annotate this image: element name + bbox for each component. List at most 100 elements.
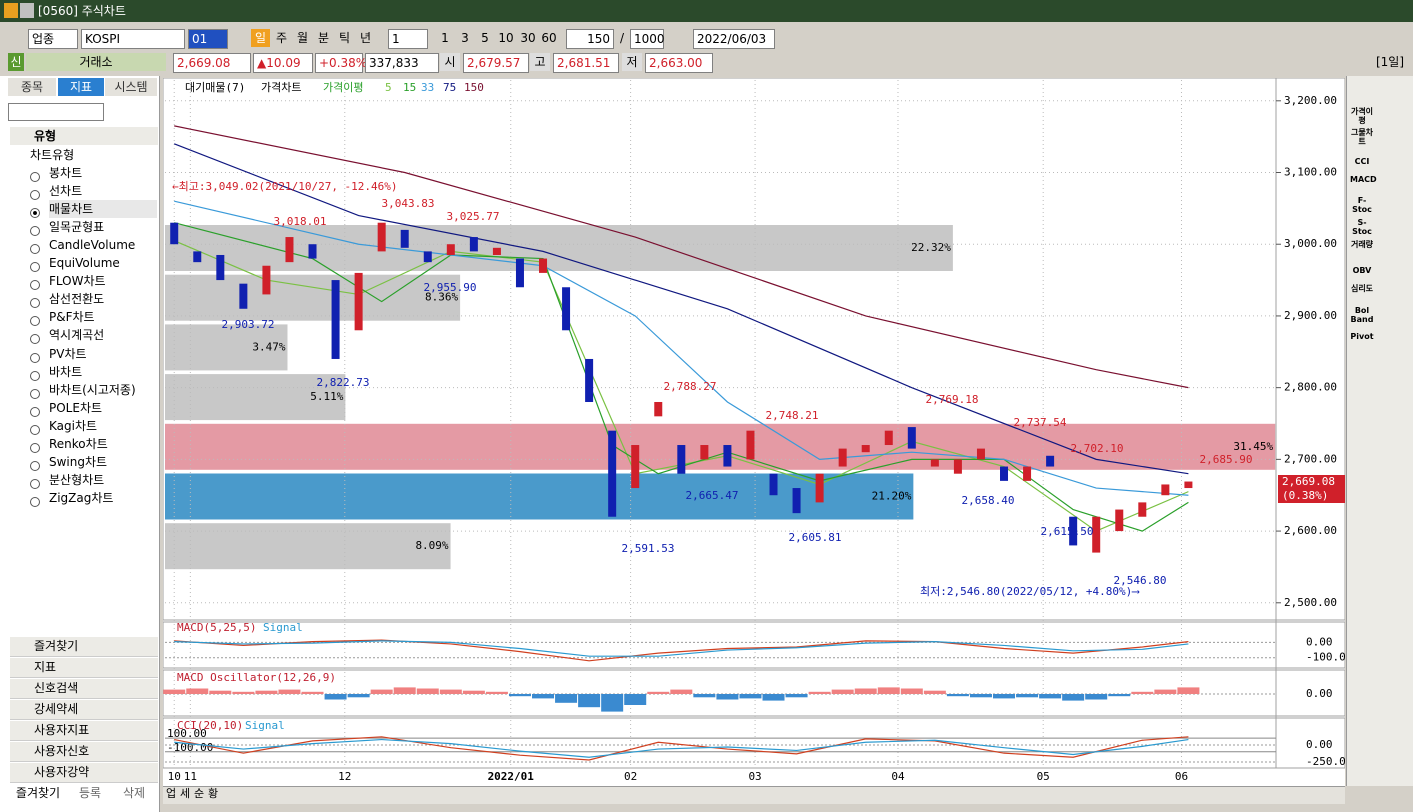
search-box[interactable] <box>8 103 104 121</box>
folder-item[interactable]: 즐겨찾기 <box>10 637 158 657</box>
date-select[interactable]: 2022/06/03 <box>693 29 775 49</box>
period-button[interactable]: 분 <box>317 31 330 45</box>
period-button[interactable]: 틱 <box>338 31 351 45</box>
chart-type-item[interactable]: POLE차트 <box>49 400 103 415</box>
folder-item[interactable]: 사용자신호 <box>10 742 158 762</box>
oscillator-bar <box>186 688 209 694</box>
bottom-button[interactable]: 황 <box>207 787 219 800</box>
chart-type-item[interactable]: 봉차트 <box>49 166 83 180</box>
folder-item[interactable]: 강세약세 <box>10 700 158 720</box>
bottom-button[interactable]: 순 <box>193 787 205 800</box>
folder-item[interactable]: 사용자강약 <box>10 763 158 783</box>
indicator-button[interactable]: Pivot <box>1350 332 1374 341</box>
bottom-tab[interactable]: 삭제 <box>122 786 146 800</box>
radio[interactable] <box>30 460 40 471</box>
chart-type-item[interactable]: PV차트 <box>49 346 87 361</box>
radio[interactable] <box>30 496 40 507</box>
radio[interactable] <box>30 208 40 219</box>
sidebar-tab[interactable]: 지표 <box>58 78 104 96</box>
folder-item[interactable]: 지표 <box>10 658 158 678</box>
folder-item[interactable]: 사용자지표 <box>10 721 158 741</box>
chart-type-item[interactable]: Swing차트 <box>49 454 108 469</box>
radio[interactable] <box>30 244 40 255</box>
bottom-tab[interactable]: 즐겨찾기 <box>15 786 61 800</box>
interval-button[interactable]: 3 <box>461 31 469 45</box>
radio[interactable] <box>30 190 40 201</box>
indicator-button[interactable]: Bol Band <box>1350 306 1374 324</box>
candle <box>423 251 432 263</box>
indicator-button[interactable]: F-Stoc <box>1352 196 1372 214</box>
folder[interactable]: 차트유형 <box>30 148 75 162</box>
radio[interactable] <box>30 478 40 489</box>
indicator-button[interactable]: CCI <box>1354 157 1370 166</box>
radio[interactable] <box>30 370 40 381</box>
indicator-button[interactable]: MACD <box>1350 175 1377 184</box>
max-input[interactable]: 1000 <box>630 29 665 49</box>
chart-type-item[interactable]: 바차트 <box>49 364 83 379</box>
radio[interactable] <box>30 334 40 345</box>
interval-button[interactable]: 30 <box>520 31 536 45</box>
sidebar-tab[interactable]: 종목 <box>8 78 56 96</box>
radio[interactable] <box>30 424 40 435</box>
indicator-button[interactable]: 가격이평 <box>1350 107 1374 125</box>
code-input[interactable]: KOSPI <box>81 29 185 49</box>
radio[interactable] <box>30 352 40 363</box>
count-input[interactable]: 150 <box>566 29 614 49</box>
indicator-button[interactable]: 거래량 <box>1350 240 1374 249</box>
period-button[interactable]: 주 <box>275 31 288 45</box>
chart-type-item[interactable]: Kagi차트 <box>49 418 98 433</box>
period-button[interactable]: 월 <box>296 31 309 45</box>
radio[interactable] <box>30 388 40 399</box>
interval-button[interactable]: 5 <box>481 31 489 45</box>
y-tick-label: 2,600.00 <box>1284 524 1337 537</box>
radio[interactable] <box>30 226 40 237</box>
chart-type-item[interactable]: CandleVolume <box>49 238 136 253</box>
indicator-button[interactable]: S-Stoc <box>1352 218 1372 236</box>
price-annotation: 2,615.50 <box>1041 525 1094 538</box>
group-header[interactable]: 유형 <box>10 127 158 145</box>
radio[interactable] <box>30 280 40 291</box>
chart-type-item[interactable]: P&F차트 <box>49 310 95 325</box>
period-button[interactable]: 일 <box>251 29 270 47</box>
radio[interactable] <box>30 298 40 309</box>
chart-type-item[interactable]: EquiVolume <box>49 256 120 271</box>
chart-type-item[interactable]: 매물차트 <box>49 200 157 219</box>
interval-button[interactable]: 60 <box>541 31 557 45</box>
y-tick-label: 2,800.00 <box>1284 381 1337 394</box>
code-num[interactable]: 01 <box>188 29 228 49</box>
chart-type-item[interactable]: 분산형차트 <box>49 472 105 487</box>
chart-type-item[interactable]: 역시계곡선 <box>49 328 105 343</box>
candle <box>585 358 594 402</box>
indicator-button[interactable]: 그물차트 <box>1350 128 1374 146</box>
indicator-button[interactable]: 심리도 <box>1350 284 1374 293</box>
sidebar-tab[interactable]: 시스템 <box>105 78 157 96</box>
radio[interactable] <box>30 316 40 327</box>
bottom-button[interactable]: 업 <box>165 787 177 800</box>
radio[interactable] <box>30 406 40 417</box>
chart-type-item[interactable]: 일목균형표 <box>49 220 105 235</box>
folder-item[interactable]: 신호검색 <box>10 679 158 699</box>
scroll-bar[interactable] <box>163 786 1345 804</box>
period-button[interactable]: 년 <box>359 31 372 45</box>
radio[interactable] <box>30 262 40 273</box>
oscillator-bar <box>1108 694 1131 697</box>
interval-button[interactable]: 10 <box>498 31 514 45</box>
price-annotation: 2,955.90 <box>424 281 477 294</box>
chart-type-item[interactable]: ZigZag차트 <box>49 490 114 505</box>
chart-type-item[interactable]: Renko차트 <box>49 436 108 451</box>
indicator-button[interactable]: OBV <box>1352 266 1372 275</box>
x-tick-label: 06 <box>1175 770 1188 783</box>
chart-type-item[interactable]: 바차트(시고저종) <box>49 382 136 397</box>
chart-type-item[interactable]: 삼선전환도 <box>49 292 105 307</box>
radio[interactable] <box>30 172 40 182</box>
bottom-tab[interactable]: 등록 <box>78 786 102 800</box>
price-tag-label: 2,669.08 <box>1282 475 1335 488</box>
help-icon[interactable] <box>20 3 34 18</box>
market-select[interactable]: 업종 <box>28 29 78 49</box>
interval-button[interactable]: 1 <box>441 31 449 45</box>
bottom-button[interactable]: 세 <box>179 787 191 800</box>
unit-select[interactable]: 1 <box>388 29 428 49</box>
chart-type-item[interactable]: 선차트 <box>49 184 83 199</box>
chart-type-item[interactable]: FLOW차트 <box>49 274 106 289</box>
radio[interactable] <box>30 442 40 453</box>
